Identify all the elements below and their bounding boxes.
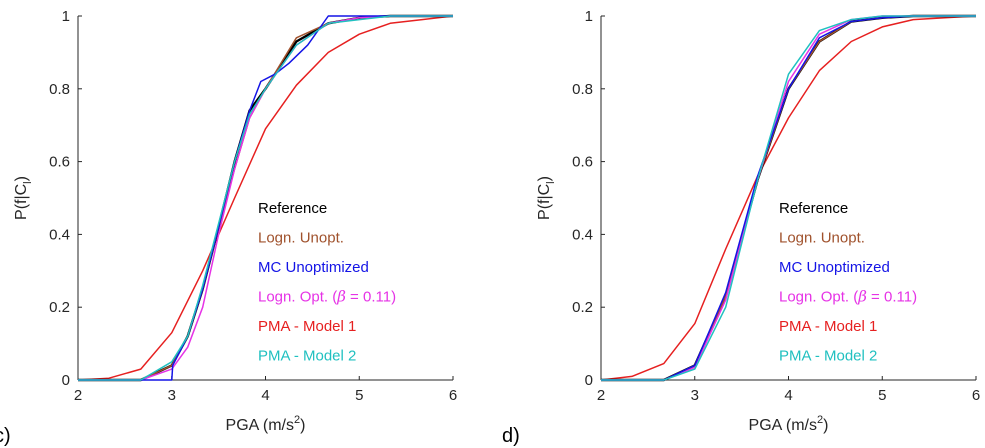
series-line-pma-model-2 — [601, 15, 976, 381]
legend-entry: PMA - Model 2 — [779, 348, 877, 365]
panel-letter-d: d) — [502, 425, 520, 447]
legend-entry: Logn. Opt. (β = 0.11) — [258, 288, 396, 306]
legend-entry: Logn. Unopt. — [779, 230, 865, 247]
legend-entry: PMA - Model 1 — [779, 318, 877, 335]
y-tick-label: 0.4 — [572, 226, 593, 243]
legend-entry: Logn. Unopt. — [258, 230, 344, 247]
x-tick-label: 5 — [878, 387, 886, 404]
y-tick-label: 0.8 — [572, 81, 593, 98]
y-tick-label: 0.6 — [572, 154, 593, 171]
x-tick-label: 4 — [261, 387, 269, 404]
legend-entry: PMA - Model 2 — [258, 348, 356, 365]
y-tick-label: 0 — [585, 372, 593, 389]
series-line-logn-opt- — [78, 15, 453, 381]
y-tick-label: 1 — [585, 8, 593, 25]
series-line-mc-unoptimized — [78, 15, 453, 381]
x-axis-label: PGA (m/s2) — [226, 414, 306, 434]
legend-entry: MC Unoptimized — [779, 259, 890, 276]
chart-panel-0: 2 3 4 5 6 0 0.2 0.4 0.6 0.8 1 PGA (m/s2) P(f|Cl) Refe… — [13, 8, 457, 434]
legend-entry: MC Unoptimized — [258, 259, 369, 276]
y-axis-label: P(f|Cl) — [13, 176, 34, 220]
x-tick-label: 5 — [355, 387, 363, 404]
x-tick-label: 2 — [74, 387, 82, 404]
chart-panel-1: 2 3 4 5 6 0 0.2 0.4 0.6 0.8 1 PGA (m/s2) P(f|Cl) Refe… — [536, 8, 980, 434]
series-line-pma-model-2 — [78, 15, 453, 381]
y-tick-label: 0.4 — [49, 226, 70, 243]
x-tick-label: 6 — [972, 387, 980, 404]
series-line-pma-model-1 — [77, 15, 454, 381]
x-tick-label: 4 — [784, 387, 792, 404]
x-tick-label: 6 — [449, 387, 457, 404]
x-tick-label: 2 — [597, 387, 605, 404]
x-axis-label: PGA (m/s2) — [749, 414, 829, 434]
legend-entry: Logn. Opt. (β = 0.11) — [779, 288, 917, 306]
y-tick-label: 0.2 — [572, 299, 593, 316]
legend-entry: Reference — [779, 200, 848, 217]
y-tick-label: 0.8 — [49, 81, 70, 98]
y-tick-label: 0 — [62, 372, 70, 389]
y-axis-label: P(f|Cl) — [536, 176, 557, 220]
series-line-pma-model-1 — [600, 15, 977, 381]
legend-entry: Reference — [258, 200, 327, 217]
x-tick-label: 3 — [691, 387, 699, 404]
legend-entry: PMA - Model 1 — [258, 318, 356, 335]
y-tick-label: 1 — [62, 8, 70, 25]
x-tick-label: 3 — [168, 387, 176, 404]
y-tick-label: 0.2 — [49, 299, 70, 316]
panel-letter-c: c) — [0, 425, 11, 447]
y-tick-label: 0.6 — [49, 154, 70, 171]
